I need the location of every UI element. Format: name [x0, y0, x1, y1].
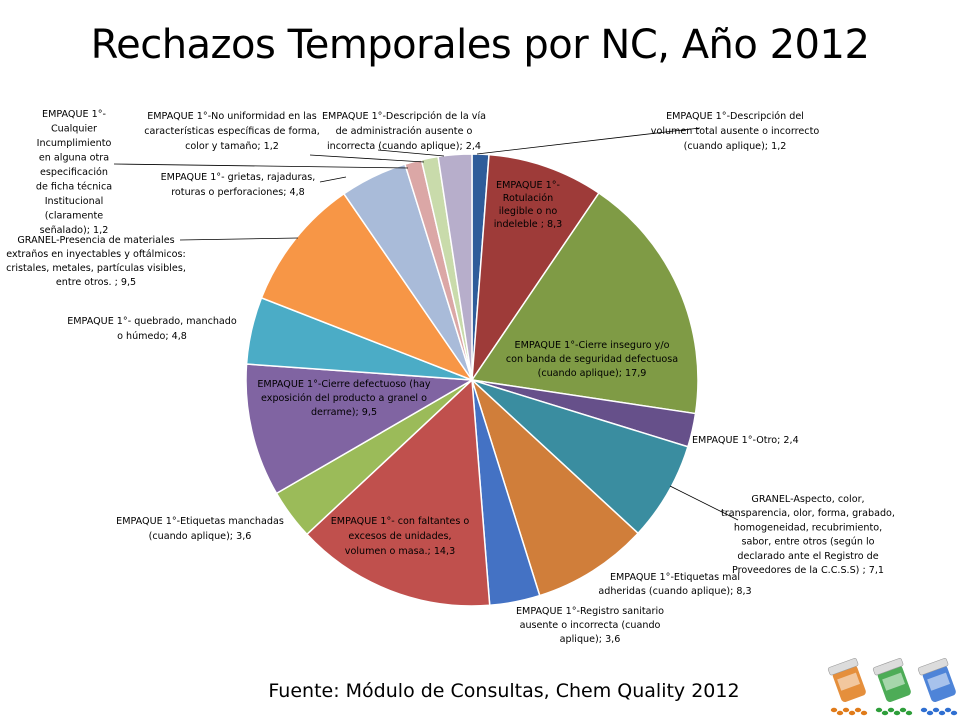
data-label: EMPAQUE 1°-Cierre inseguro y/o con banda … — [506, 340, 678, 379]
pie-slice — [470, 377, 640, 597]
data-label: EMPAQUE 1°-No uniformidad en las caracter… — [144, 111, 320, 152]
data-label: EMPAQUE 1°-Rotulación ilegible o no indele… — [494, 180, 563, 230]
data-label: EMPAQUE 1°-Registro sanitario ausente o i… — [516, 606, 664, 645]
data-label: EMPAQUE 1°-Descripción del volumen total … — [651, 110, 820, 152]
data-labels: EMPAQUE 1°-Descripción del volumen total … — [6, 109, 895, 645]
data-label: EMPAQUE 1°-Etiquetas mal adheridas (cuand… — [598, 572, 751, 597]
data-label: GRANEL-Presencia de materiales extraños e… — [6, 235, 186, 288]
slide-title: Rechazos Temporales por NC, Año 2012 — [90, 22, 870, 68]
pill-bottles-icon — [827, 658, 958, 716]
pill — [860, 710, 868, 716]
data-label: EMPAQUE 1°-Descripción de la vía de admin… — [322, 110, 486, 152]
pie-slices — [245, 153, 699, 607]
pill — [899, 707, 907, 713]
pill — [905, 710, 913, 716]
pill — [932, 707, 940, 713]
pill — [944, 707, 952, 713]
pill — [950, 710, 958, 716]
source-footer: Fuente: Módulo de Consultas, Chem Qualit… — [268, 680, 740, 702]
data-label: EMPAQUE 1°- grietas, rajaduras, roturas o… — [161, 172, 316, 198]
leader-line — [113, 163, 409, 169]
data-label: EMPAQUE 1°-Otro; 2,4 — [692, 435, 799, 446]
pie-slice — [471, 153, 600, 383]
pie-slice — [245, 363, 475, 495]
pill — [920, 707, 928, 713]
leader-line — [309, 154, 425, 163]
data-label: EMPAQUE 1°-Cierre defectuoso (hay exposic… — [257, 379, 431, 418]
leader-line — [377, 149, 445, 157]
data-label: EMPAQUE 1°-Cualquier Incumplimiento en alg… — [36, 109, 112, 236]
leader-line — [476, 127, 701, 155]
pill — [893, 710, 901, 716]
pie-slice — [305, 378, 491, 607]
pie-slice — [470, 191, 699, 415]
data-label: GRANEL-Aspecto, color, transparencia, olo… — [721, 494, 895, 576]
leader-line — [319, 176, 347, 183]
pill — [938, 710, 946, 716]
data-label: EMPAQUE 1°- quebrado, manchado o húmedo; … — [67, 316, 237, 342]
pill — [887, 707, 895, 713]
pill — [881, 710, 889, 716]
pill — [830, 707, 838, 713]
pie-slice — [437, 153, 473, 381]
pill — [848, 710, 856, 716]
leader-line — [179, 237, 299, 241]
leader-lines — [113, 127, 739, 521]
data-label: EMPAQUE 1°- con faltantes o excesos de un… — [331, 516, 470, 557]
leader-line — [669, 485, 739, 521]
pill — [836, 710, 844, 716]
pill — [875, 707, 883, 713]
pill — [926, 710, 934, 716]
data-label: EMPAQUE 1°-Etiquetas manchadas (cuando ap… — [116, 516, 284, 542]
pill — [854, 707, 862, 713]
pie-slice — [471, 379, 689, 535]
pill — [842, 707, 850, 713]
pie-slice — [260, 192, 475, 382]
